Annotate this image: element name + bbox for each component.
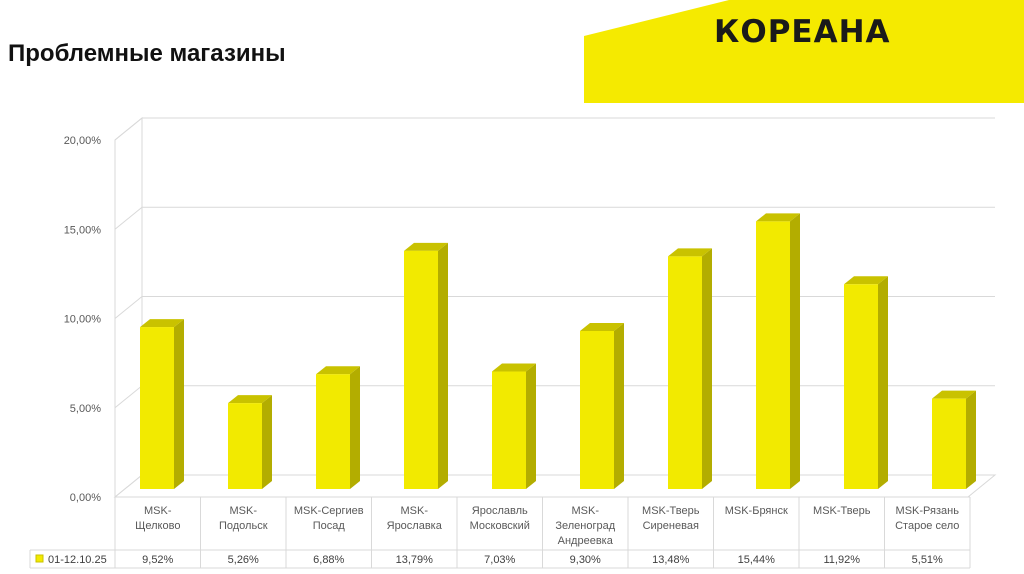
- data-label: 9,52%: [142, 554, 173, 566]
- y-tick-label: 0,00%: [70, 492, 101, 504]
- data-label: 11,92%: [824, 554, 861, 566]
- bar-side: [790, 213, 800, 489]
- legend-label: 01-12.10.25: [48, 554, 107, 566]
- bar-side: [262, 395, 272, 489]
- bar-front: [228, 403, 262, 489]
- bar-top: [404, 242, 448, 251]
- gridline-depth: [114, 117, 143, 141]
- category-label: MSK-Рязань Старое село: [895, 505, 959, 532]
- y-axis-ticks: 0,00% 5,00% 10,00% 15,00% 20,00%: [64, 135, 102, 504]
- bar-side: [438, 242, 448, 489]
- bar-top: [932, 390, 976, 399]
- category-label: MSK-Щелково: [135, 505, 180, 532]
- bar: [140, 319, 184, 489]
- bar-top: [844, 276, 888, 285]
- data-label: 15,44%: [738, 554, 776, 566]
- category-label: MSK-Ярославка: [387, 505, 443, 532]
- bar-side: [702, 248, 712, 489]
- bar-side: [174, 319, 184, 489]
- bar-front: [932, 398, 966, 489]
- data-table: MSK-Щелково 9,52% MSK-Подольск 5,26% MSK-Сер…: [29, 496, 971, 569]
- bar-side: [526, 363, 536, 489]
- bar: [316, 366, 360, 489]
- category-label: MSK-Тверь: [813, 505, 871, 517]
- bar-top: [316, 366, 360, 375]
- y-tick-label: 15,00%: [64, 224, 102, 236]
- legend-swatch: [35, 554, 44, 563]
- yellow-banner: [584, 0, 1024, 103]
- koreana-logo: КОРЕАНА: [714, 14, 891, 50]
- category-label: MSK-Подольск: [219, 505, 268, 532]
- bar-front: [844, 284, 878, 489]
- bar: [228, 395, 272, 489]
- bar-front: [492, 371, 526, 489]
- bars: [140, 213, 976, 489]
- data-label: 7,03%: [484, 554, 515, 566]
- category-label: MSK-Зеленоград Андреевка: [555, 505, 615, 547]
- y-tick-label: 5,00%: [70, 403, 101, 415]
- bar-side: [966, 390, 976, 489]
- bar-front: [316, 374, 350, 489]
- bar-front: [404, 250, 438, 489]
- bar-side: [350, 366, 360, 489]
- data-label: 13,79%: [396, 554, 434, 566]
- bar-side: [878, 276, 888, 489]
- bar-front: [756, 221, 790, 489]
- category-label: MSK-Тверь Сиреневая: [642, 505, 700, 532]
- bar-front: [668, 256, 702, 489]
- bar-top: [580, 322, 624, 331]
- data-label: 9,30%: [570, 554, 601, 566]
- bar-top: [668, 248, 712, 257]
- data-label: 5,51%: [912, 554, 943, 566]
- bar: [844, 276, 888, 489]
- bar: [492, 363, 536, 489]
- bar-top: [228, 395, 272, 404]
- y-tick-label: 20,00%: [64, 135, 102, 147]
- bar-top: [756, 213, 800, 222]
- bar-side: [614, 322, 624, 489]
- bar-front: [580, 330, 614, 489]
- bar-top: [140, 319, 184, 328]
- data-label: 5,26%: [228, 554, 259, 566]
- bar-front: [140, 327, 174, 489]
- category-label: MSK-Сергиев Посад: [294, 505, 364, 532]
- bar-top: [492, 363, 536, 372]
- bar: [404, 242, 448, 489]
- gridline-depth: [114, 206, 143, 230]
- data-label: 6,88%: [313, 554, 344, 566]
- page-title: Проблемные магазины: [8, 40, 286, 67]
- category-label: Ярославль Московский: [470, 505, 530, 532]
- bar: [756, 213, 800, 489]
- data-label: 13,48%: [652, 554, 690, 566]
- category-label: MSK-Брянск: [725, 505, 788, 517]
- gridline-depth: [114, 296, 143, 319]
- bar: [932, 390, 976, 489]
- y-tick-label: 10,00%: [64, 314, 102, 326]
- bar: [668, 248, 712, 489]
- gridline-depth: [114, 385, 143, 409]
- bar: [580, 322, 624, 489]
